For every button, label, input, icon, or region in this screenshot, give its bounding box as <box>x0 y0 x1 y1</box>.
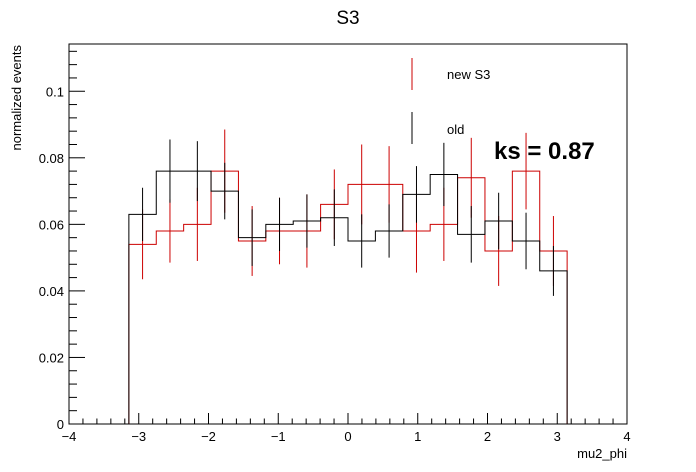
x-tick-label: −3 <box>131 429 146 444</box>
y-tick-label: 0.1 <box>46 84 64 99</box>
legend-label-new-s3: new S3 <box>447 67 490 82</box>
x-tick-label: 2 <box>484 429 491 444</box>
x-tick-label: −1 <box>271 429 286 444</box>
x-tick-label: −4 <box>62 429 77 444</box>
x-tick-label: 4 <box>623 429 630 444</box>
y-tick-label: 0.06 <box>39 217 64 232</box>
x-axis-title: mu2_phi <box>577 446 627 461</box>
series-old <box>128 139 568 424</box>
y-tick-label: 0.02 <box>39 350 64 365</box>
y-tick-label: 0 <box>57 417 64 432</box>
y-axis-title: normalized events <box>9 45 24 151</box>
x-tick-label: −2 <box>201 429 216 444</box>
legend-label-old: old <box>447 122 464 137</box>
histogram-line-new-s3 <box>128 170 568 424</box>
axis-ticks: −4 −3 −2 −1 0 1 2 3 4 0 0.02 0.04 0.06 0.08 0.1 <box>39 50 631 444</box>
histogram-line-old <box>128 170 568 424</box>
x-tick-label: 1 <box>414 429 421 444</box>
x-tick-label: 3 <box>554 429 561 444</box>
x-tick-label: 0 <box>344 429 351 444</box>
ks-annotation: ks = 0.87 <box>494 138 595 165</box>
chart-title: S3 <box>336 8 359 29</box>
histogram-layer <box>128 129 568 424</box>
y-tick-label: 0.08 <box>39 151 64 166</box>
y-tick-label: 0.04 <box>39 284 64 299</box>
legend: new S3 old <box>411 58 490 144</box>
